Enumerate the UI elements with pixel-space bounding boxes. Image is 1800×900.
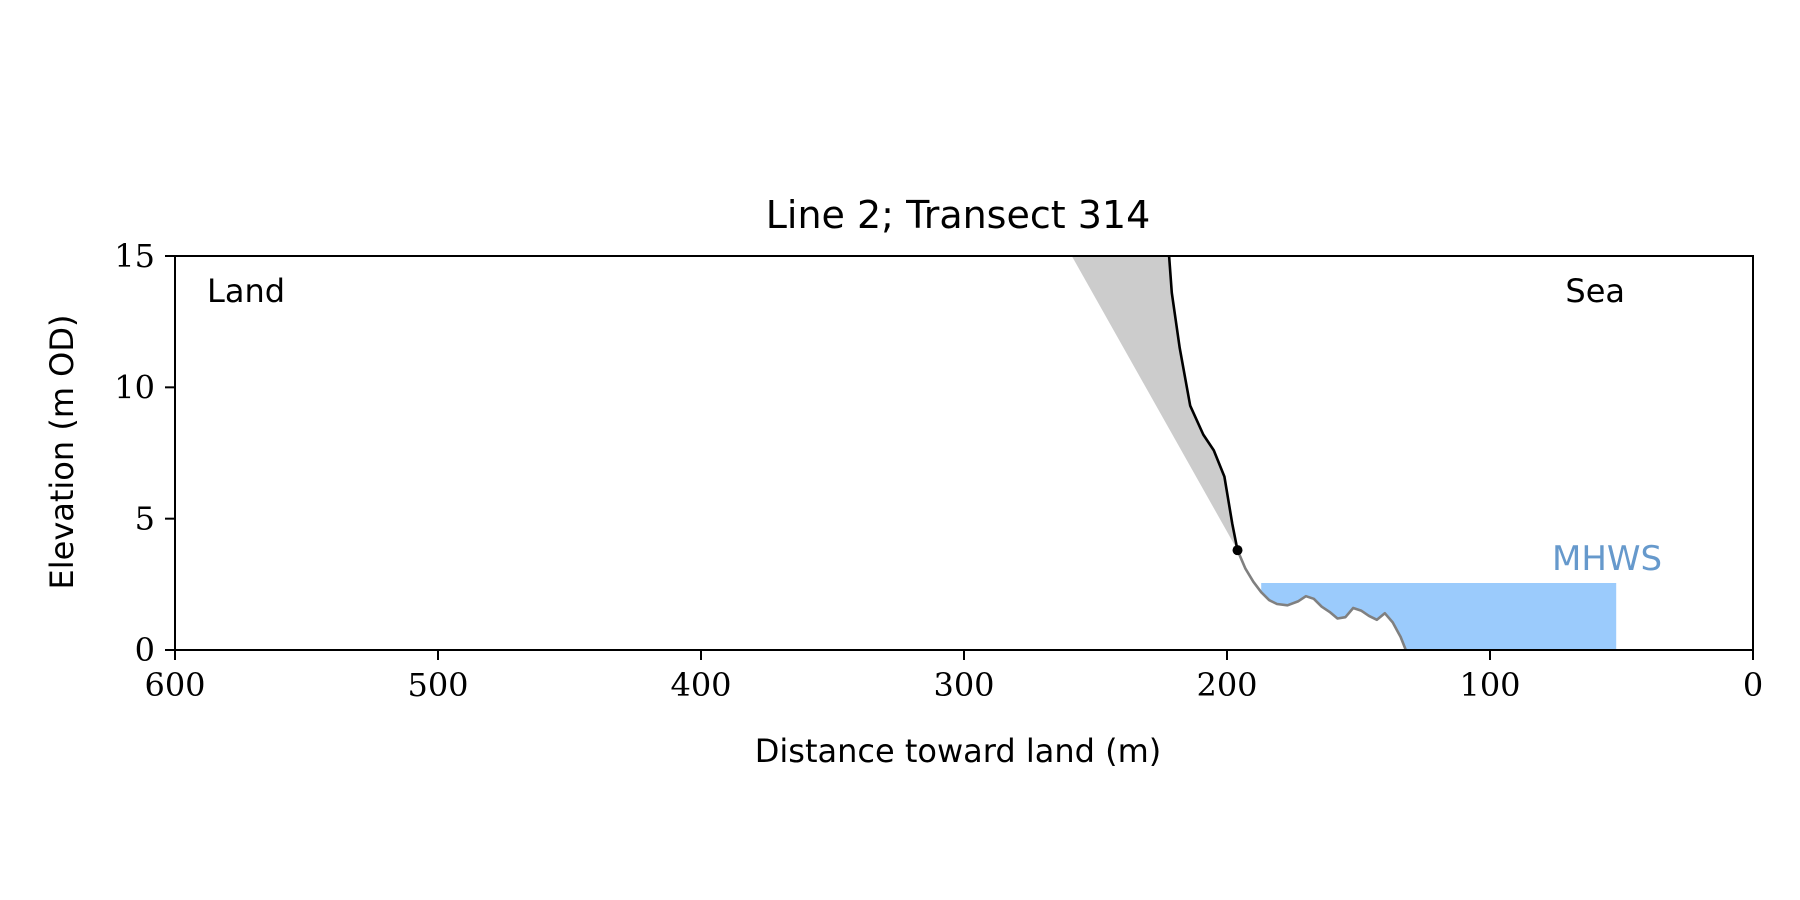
x-tick-label: 0 bbox=[1743, 666, 1763, 704]
x-tick-label: 200 bbox=[1196, 666, 1257, 704]
land-annotation: Land bbox=[207, 272, 285, 310]
y-axis-ticks: 0 5 10 15 bbox=[114, 237, 175, 669]
y-tick-label: 15 bbox=[114, 237, 155, 275]
profile-lines bbox=[1167, 255, 1408, 651]
cliff-profile-line bbox=[1167, 255, 1239, 551]
y-tick-label: 5 bbox=[135, 500, 155, 538]
x-tick-label: 400 bbox=[670, 666, 731, 704]
cliff-retreat-shaded-region bbox=[1071, 256, 1238, 551]
x-tick-label: 300 bbox=[933, 666, 994, 704]
x-axis-ticks: 600 500 400 300 200 100 0 bbox=[144, 650, 1763, 704]
shaded-layer bbox=[1071, 256, 1238, 551]
sea-annotation: Sea bbox=[1565, 272, 1625, 310]
x-tick-label: 100 bbox=[1459, 666, 1520, 704]
mhws-fill-layer bbox=[1261, 583, 1617, 650]
mhws-label: MHWS bbox=[1552, 539, 1662, 579]
foreshore-profile-line bbox=[1236, 549, 1408, 651]
y-tick-label: 10 bbox=[114, 368, 155, 406]
cliff-top-marker bbox=[1232, 545, 1243, 556]
x-tick-label: 500 bbox=[407, 666, 468, 704]
x-axis-label: Distance toward land (m) bbox=[755, 732, 1161, 770]
y-tick-label: 0 bbox=[135, 631, 155, 669]
y-axis-label: Elevation (m OD) bbox=[43, 315, 81, 590]
mhws-water-fill bbox=[1261, 583, 1617, 650]
chart-title: Line 2; Transect 314 bbox=[766, 193, 1151, 237]
x-tick-label: 600 bbox=[144, 666, 205, 704]
